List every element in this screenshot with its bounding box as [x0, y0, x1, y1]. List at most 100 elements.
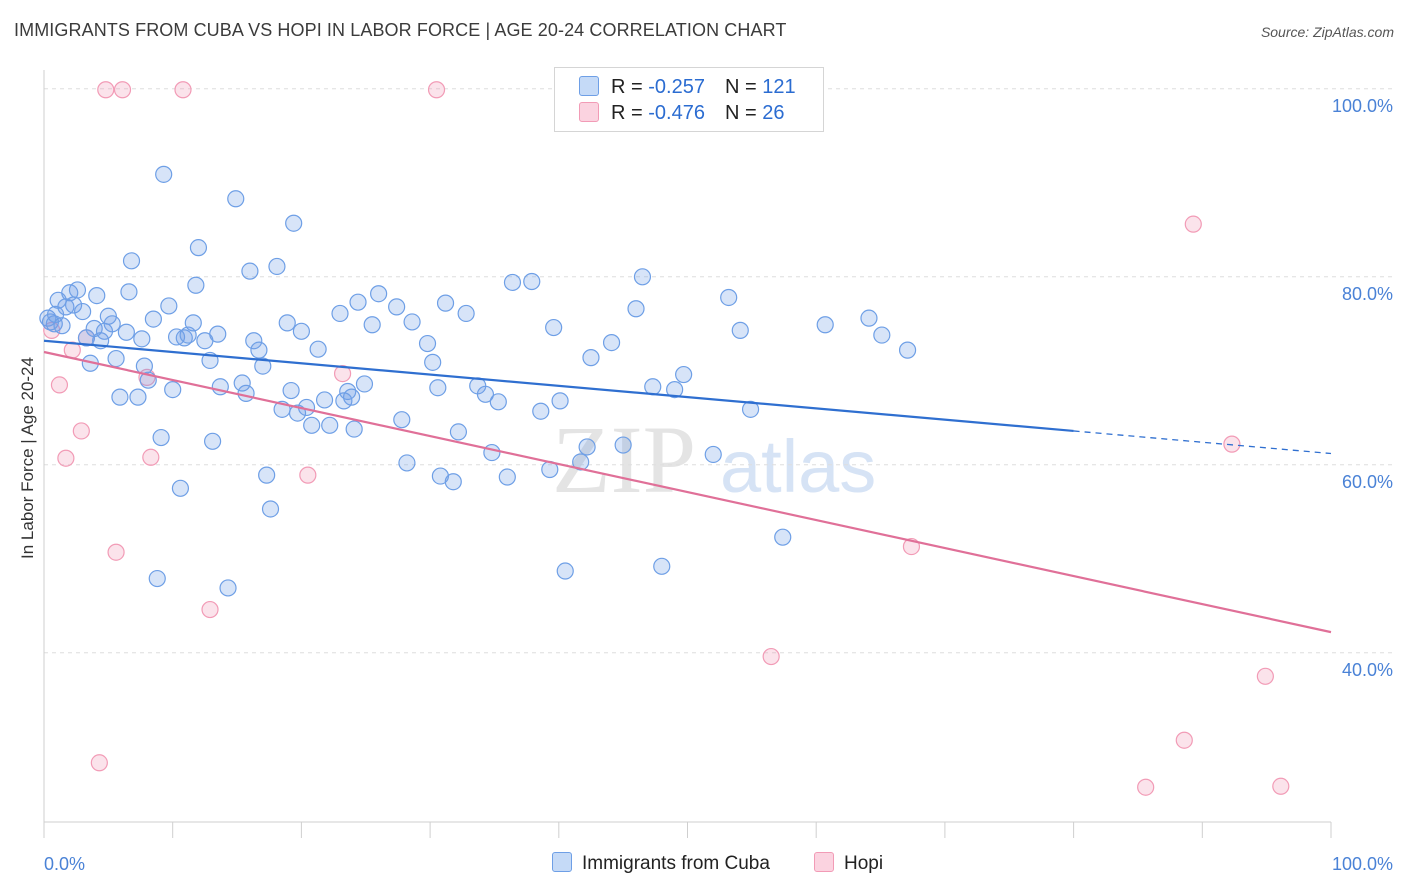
y-tick-label: 80.0%	[1342, 284, 1393, 304]
cuba-point	[164, 381, 182, 399]
hopi-trend-line	[43, 350, 1332, 634]
legend-r-value-cuba: -0.257	[648, 76, 705, 98]
cuba-point	[388, 298, 406, 316]
cuba-point	[398, 454, 416, 472]
x-tick-labels: 0.0% 100.0%	[44, 854, 1393, 874]
cuba-point	[403, 313, 421, 331]
cuba-point	[237, 384, 255, 402]
hopi-swatch	[579, 102, 599, 122]
cuba-legend-swatch	[552, 852, 572, 872]
legend-r-label: R =	[611, 102, 649, 124]
y-tick-label: 100.0%	[1332, 96, 1393, 116]
cuba-point	[503, 273, 522, 292]
legend-n-label: N =	[724, 76, 763, 98]
cuba-point	[133, 330, 151, 348]
legend-row-cuba: R = -0.257 N = 121	[579, 76, 796, 100]
hopi-point	[333, 365, 352, 383]
cuba-point	[363, 316, 381, 334]
cuba-point	[241, 262, 259, 280]
hopi-point	[107, 543, 125, 561]
gridlines	[44, 88, 1395, 654]
cuba-point	[278, 314, 296, 332]
cuba-point	[122, 252, 141, 270]
cuba-point	[860, 309, 878, 327]
cuba-swatch	[579, 76, 599, 96]
cuba-point	[816, 316, 834, 334]
hopi-point	[1175, 731, 1193, 749]
cuba-trend-extension	[1073, 430, 1332, 455]
cuba-point	[254, 357, 272, 375]
cuba-point	[720, 288, 738, 307]
cuba-point	[449, 423, 468, 441]
cuba-point	[633, 268, 652, 286]
cuba-point	[731, 321, 749, 339]
cuba-point	[345, 420, 363, 438]
axes	[43, 70, 1332, 838]
hopi-point	[1137, 778, 1155, 796]
y-axis-label: In Labor Force | Age 20-24	[18, 357, 37, 559]
cuba-point	[457, 304, 475, 323]
hopi-point	[142, 448, 160, 466]
legend-row-hopi: R = -0.476 N = 26	[579, 102, 784, 126]
cuba-point	[53, 317, 71, 335]
cuba-point	[627, 300, 645, 318]
cuba-point	[107, 349, 125, 368]
cuba-point	[418, 334, 437, 353]
cuba-point	[292, 322, 310, 340]
cuba-point	[489, 393, 507, 411]
stats-legend: R = -0.257 N = 121 R = -0.476 N = 26	[554, 67, 824, 132]
cuba-point	[155, 165, 173, 183]
hopi-point	[1272, 777, 1290, 795]
hopi-legend-swatch	[814, 852, 834, 872]
cuba-point	[111, 388, 129, 406]
hopi-legend-label: Hopi	[844, 853, 884, 874]
cuba-point	[578, 438, 596, 456]
x-tick-label: 100.0%	[1332, 854, 1393, 874]
cuba-point	[898, 341, 917, 359]
hopi-point	[97, 81, 115, 99]
x-tick-label: 0.0%	[44, 854, 85, 874]
cuba-trend-line	[43, 339, 1074, 433]
hopi-point	[50, 376, 69, 394]
cuba-point	[303, 416, 321, 434]
cuba-point	[160, 297, 178, 315]
trend-lines	[43, 339, 1332, 634]
cuba-point	[523, 272, 541, 291]
cuba-point	[152, 428, 170, 447]
cuba-point	[873, 326, 891, 344]
y-tick-label: 40.0%	[1342, 660, 1393, 680]
cuba-point	[342, 388, 361, 406]
cuba-point	[666, 381, 684, 399]
hopi-point	[299, 466, 317, 484]
hopi-point	[1184, 215, 1202, 233]
legend-n-value-hopi: 26	[762, 102, 785, 124]
bottom-legend-hopi: Hopi	[814, 852, 883, 875]
cuba-point	[614, 436, 632, 454]
cuba-point	[429, 379, 447, 397]
cuba-point	[184, 314, 202, 332]
cuba-point	[436, 294, 455, 312]
cuba-points	[39, 165, 917, 597]
cuba-point	[227, 190, 245, 208]
cuba-point	[258, 466, 276, 484]
bottom-legend-cuba: Immigrants from Cuba	[552, 852, 770, 875]
cuba-point	[582, 349, 600, 367]
cuba-point	[148, 569, 166, 588]
cuba-point	[675, 365, 693, 384]
cuba-point	[444, 473, 462, 491]
cuba-point	[370, 285, 388, 303]
cuba-point	[282, 381, 300, 400]
cuba-point	[203, 432, 222, 450]
cuba-point	[68, 281, 87, 299]
source-label: Source: ZipAtlas.com	[1260, 24, 1394, 40]
cuba-point	[88, 287, 106, 305]
hopi-point	[57, 449, 75, 467]
hopi-point	[427, 81, 446, 99]
hopi-point	[762, 647, 780, 666]
cuba-point	[349, 293, 367, 311]
legend-r-value-hopi: -0.476	[648, 102, 705, 124]
cuba-point	[476, 385, 495, 403]
cuba-point	[741, 400, 760, 418]
cuba-point	[268, 257, 286, 276]
